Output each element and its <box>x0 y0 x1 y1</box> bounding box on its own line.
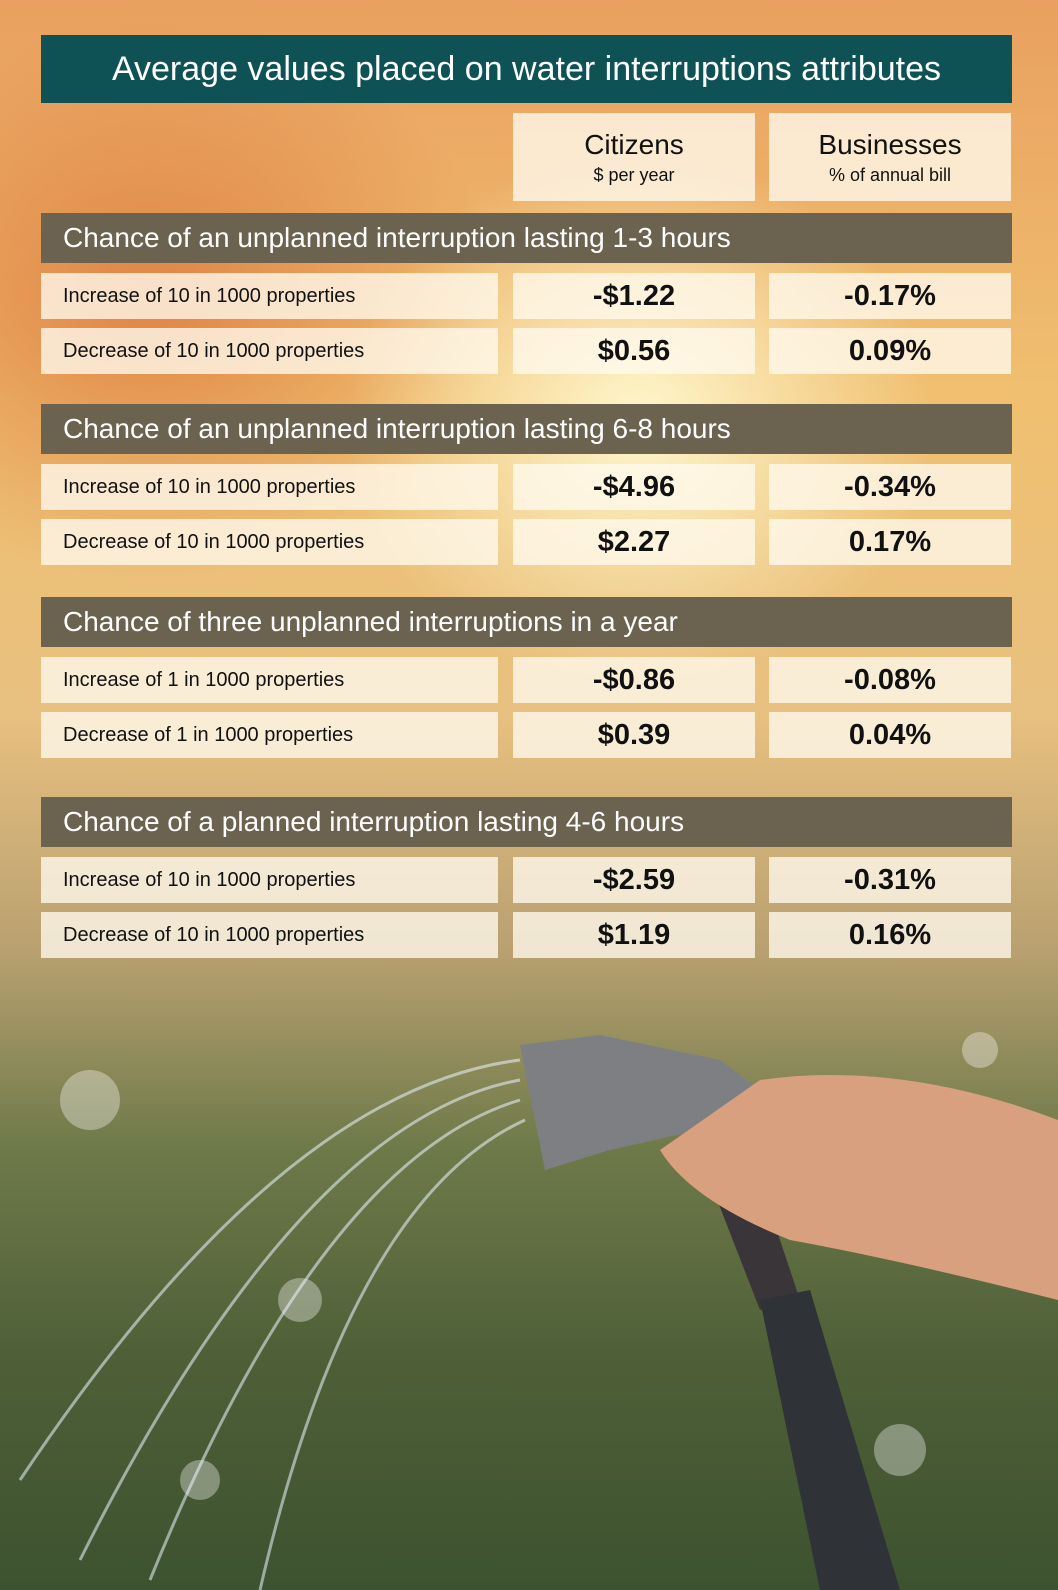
citizens-value: $0.39 <box>513 712 755 758</box>
section-title: Chance of an unplanned interruption last… <box>41 404 1012 454</box>
column-unit: % of annual bill <box>829 165 951 186</box>
row-label: Decrease of 10 in 1000 properties <box>41 912 498 958</box>
businesses-value: -0.34% <box>769 464 1011 510</box>
row-label: Increase of 10 in 1000 properties <box>41 857 498 903</box>
infographic: Average values placed on water interrupt… <box>0 0 1058 1590</box>
row-label: Decrease of 10 in 1000 properties <box>41 519 498 565</box>
businesses-value: -0.31% <box>769 857 1011 903</box>
title: Average values placed on water interrupt… <box>41 35 1012 103</box>
column-header: Citizens $ per year <box>513 113 755 201</box>
businesses-value: 0.17% <box>769 519 1011 565</box>
businesses-value: 0.09% <box>769 328 1011 374</box>
citizens-value: -$1.22 <box>513 273 755 319</box>
citizens-value: -$2.59 <box>513 857 755 903</box>
row-label: Decrease of 10 in 1000 properties <box>41 328 498 374</box>
row-label: Increase of 1 in 1000 properties <box>41 657 498 703</box>
column-header: Businesses % of annual bill <box>769 113 1011 201</box>
businesses-value: 0.04% <box>769 712 1011 758</box>
businesses-value: -0.08% <box>769 657 1011 703</box>
row-label: Increase of 10 in 1000 properties <box>41 273 498 319</box>
row-label: Decrease of 1 in 1000 properties <box>41 712 498 758</box>
citizens-value: -$4.96 <box>513 464 755 510</box>
businesses-value: -0.17% <box>769 273 1011 319</box>
citizens-value: $0.56 <box>513 328 755 374</box>
column-unit: $ per year <box>593 165 674 186</box>
section-title: Chance of an unplanned interruption last… <box>41 213 1012 263</box>
section-title: Chance of a planned interruption lasting… <box>41 797 1012 847</box>
row-label: Increase of 10 in 1000 properties <box>41 464 498 510</box>
column-title: Businesses <box>818 129 961 161</box>
businesses-value: 0.16% <box>769 912 1011 958</box>
section-title: Chance of three unplanned interruptions … <box>41 597 1012 647</box>
citizens-value: $2.27 <box>513 519 755 565</box>
citizens-value: $1.19 <box>513 912 755 958</box>
column-title: Citizens <box>584 129 684 161</box>
citizens-value: -$0.86 <box>513 657 755 703</box>
